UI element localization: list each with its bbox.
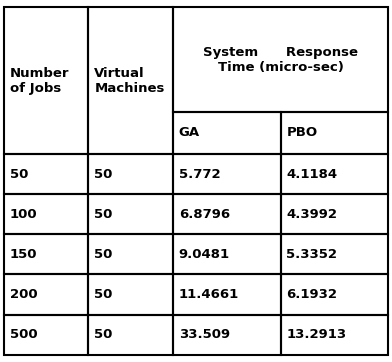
- Bar: [173, 154, 281, 194]
- Text: 200: 200: [10, 288, 37, 301]
- Bar: [89, 315, 173, 355]
- Text: 6.1932: 6.1932: [287, 288, 338, 301]
- Bar: [4, 274, 89, 315]
- Bar: [281, 234, 388, 274]
- Text: 100: 100: [10, 208, 37, 221]
- Bar: [281, 112, 388, 154]
- Text: 5.772: 5.772: [179, 168, 220, 181]
- Text: System      Response
Time (micro-sec): System Response Time (micro-sec): [203, 46, 358, 73]
- Text: 150: 150: [10, 248, 37, 261]
- Bar: [281, 194, 388, 234]
- Bar: [173, 112, 281, 154]
- Text: 500: 500: [10, 328, 37, 341]
- Bar: [89, 194, 173, 234]
- Bar: [4, 315, 89, 355]
- Text: 50: 50: [94, 328, 113, 341]
- Text: 4.1184: 4.1184: [287, 168, 338, 181]
- Bar: [173, 274, 281, 315]
- Text: 50: 50: [94, 208, 113, 221]
- Text: 4.3992: 4.3992: [287, 208, 338, 221]
- Text: 33.509: 33.509: [179, 328, 230, 341]
- Bar: [281, 315, 388, 355]
- Bar: [281, 274, 388, 315]
- Bar: [4, 194, 89, 234]
- Text: Number
of Jobs: Number of Jobs: [10, 67, 69, 94]
- Text: 50: 50: [10, 168, 28, 181]
- Bar: [173, 234, 281, 274]
- Text: 5.3352: 5.3352: [287, 248, 338, 261]
- Text: 50: 50: [94, 248, 113, 261]
- Text: 6.8796: 6.8796: [179, 208, 230, 221]
- Text: 13.2913: 13.2913: [287, 328, 347, 341]
- Text: Virtual
Machines: Virtual Machines: [94, 67, 165, 94]
- Bar: [4, 234, 89, 274]
- Bar: [4, 7, 89, 154]
- Text: 11.4661: 11.4661: [179, 288, 239, 301]
- Bar: [173, 194, 281, 234]
- Bar: [89, 7, 173, 154]
- Text: GA: GA: [179, 126, 200, 139]
- Text: 9.0481: 9.0481: [179, 248, 230, 261]
- Bar: [89, 234, 173, 274]
- Bar: [4, 154, 89, 194]
- Bar: [281, 154, 388, 194]
- Text: PBO: PBO: [287, 126, 318, 139]
- Bar: [173, 315, 281, 355]
- Text: 50: 50: [94, 288, 113, 301]
- Bar: [89, 154, 173, 194]
- Text: 50: 50: [94, 168, 113, 181]
- Bar: [173, 7, 388, 112]
- Bar: [89, 274, 173, 315]
